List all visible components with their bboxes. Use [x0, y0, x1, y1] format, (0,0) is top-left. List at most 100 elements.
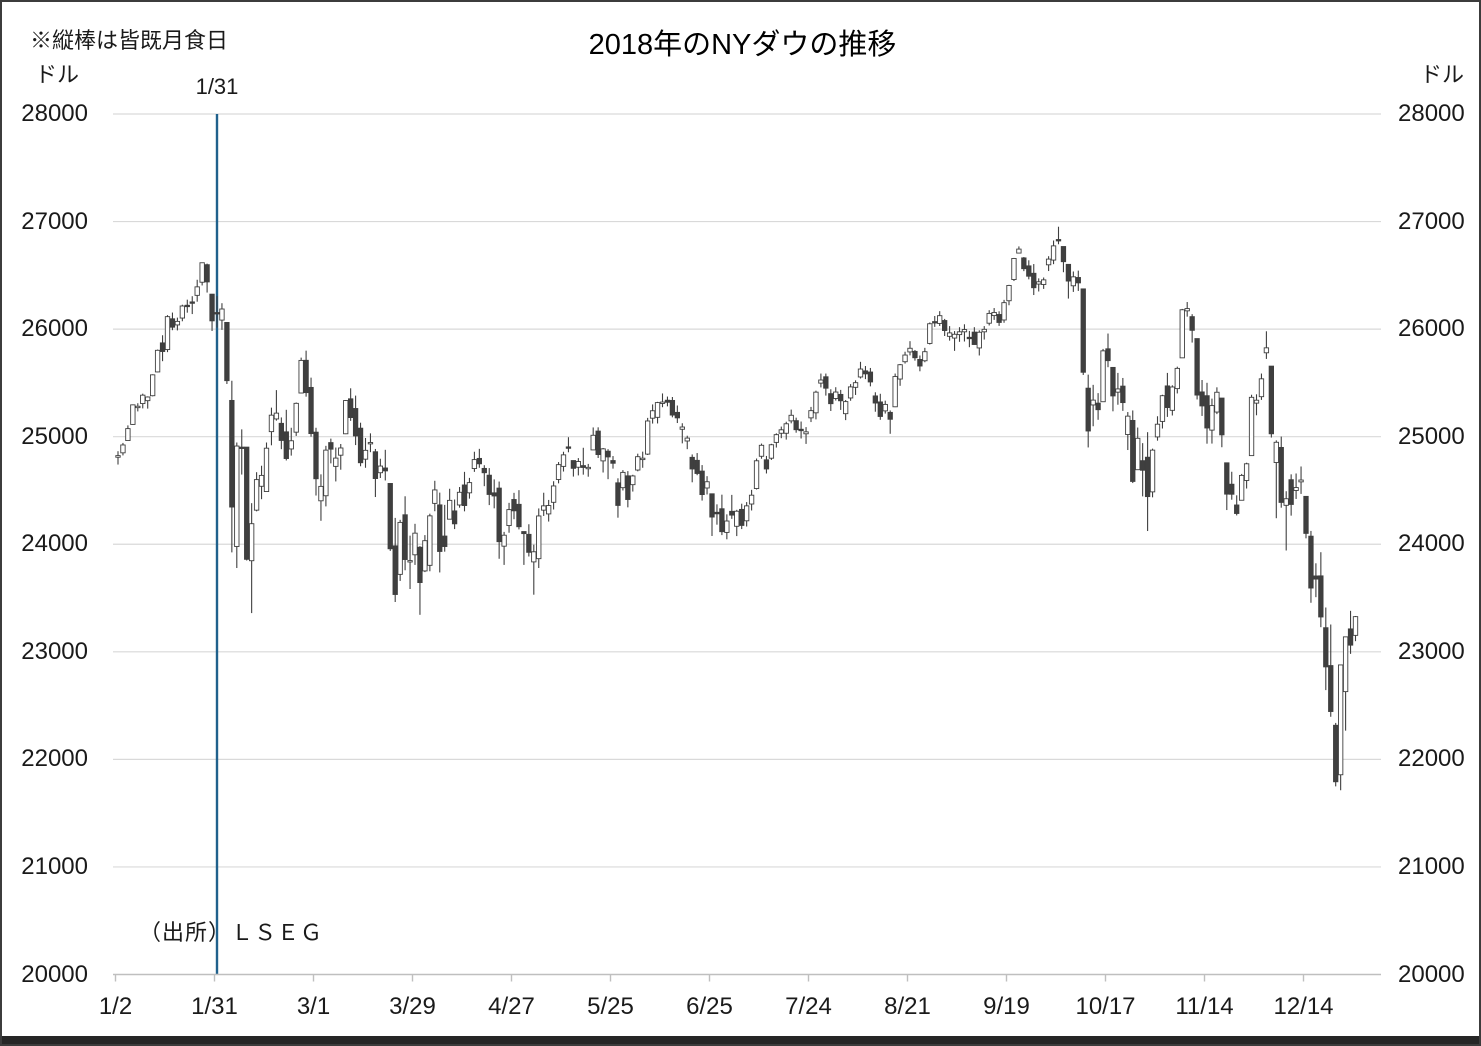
candle: [872, 392, 879, 412]
candle: [1243, 462, 1250, 489]
candle: [986, 310, 992, 326]
candle: [1040, 277, 1047, 289]
candle: [372, 448, 379, 498]
x-tick-label: 7/24: [785, 993, 832, 1020]
candle: [1214, 387, 1220, 415]
candle: [481, 465, 487, 487]
candle: [1328, 624, 1334, 717]
candle: [575, 458, 582, 476]
candle: [258, 465, 265, 500]
candle: [739, 503, 745, 530]
candle: [268, 407, 275, 446]
candle: [768, 443, 775, 460]
candle: [1209, 398, 1215, 444]
candle: [273, 390, 280, 421]
candle: [1288, 474, 1294, 516]
candle: [1189, 314, 1195, 343]
candle: [466, 477, 473, 499]
candle: [625, 471, 631, 508]
candle: [140, 393, 146, 409]
x-tick-label: 9/19: [983, 993, 1030, 1020]
candle: [209, 293, 215, 331]
candle: [1303, 495, 1309, 539]
candle: [234, 442, 240, 569]
x-tick-label: 1/2: [98, 993, 133, 1020]
candle: [199, 262, 205, 286]
candle: [461, 471, 468, 512]
candle: [1313, 563, 1319, 598]
candle: [1144, 432, 1151, 532]
candle: [828, 389, 834, 411]
y-tick-label-left: 28000: [21, 100, 88, 127]
candle: [293, 402, 299, 436]
candle: [541, 492, 547, 516]
candle: [674, 405, 681, 424]
candle: [793, 417, 799, 433]
candle: [179, 304, 185, 322]
candle: [1055, 226, 1062, 245]
candle: [996, 311, 1002, 326]
x-tick-label: 10/17: [1075, 993, 1136, 1020]
candle: [570, 460, 577, 477]
candle: [956, 327, 963, 342]
candle: [159, 335, 166, 362]
unit-label-left: ドル: [35, 62, 80, 87]
candle: [976, 330, 982, 356]
candle: [224, 322, 230, 384]
candle: [1258, 373, 1265, 400]
candle: [892, 373, 898, 408]
candle: [1045, 256, 1052, 272]
candle: [486, 468, 492, 506]
candle: [585, 463, 591, 477]
candle: [877, 393, 883, 420]
candle: [758, 443, 765, 459]
candle: [1115, 372, 1121, 405]
candle: [1224, 462, 1230, 511]
y-tick-label-right: 25000: [1398, 422, 1465, 450]
candle: [244, 446, 250, 561]
x-tick-label: 11/14: [1175, 993, 1234, 1020]
candle: [1120, 377, 1126, 411]
candle: [516, 490, 522, 530]
candle: [1308, 530, 1314, 603]
candle: [847, 384, 854, 401]
candle: [664, 396, 671, 407]
candle: [808, 406, 814, 423]
candle: [1283, 491, 1289, 551]
candle: [1021, 257, 1027, 272]
candle: [1174, 366, 1180, 394]
candle: [1253, 394, 1260, 416]
candle: [649, 404, 656, 424]
candle: [803, 427, 809, 444]
candle: [130, 404, 136, 425]
y-tick-label-left: 23000: [21, 637, 88, 665]
candle: [1234, 495, 1240, 516]
candle: [471, 451, 478, 472]
x-tick-label: 6/25: [686, 993, 733, 1020]
candle: [367, 433, 374, 453]
candle: [818, 373, 824, 388]
candle: [1050, 240, 1057, 265]
candle: [352, 395, 359, 446]
candle: [1298, 466, 1304, 494]
candle: [392, 517, 398, 603]
candle: [1352, 615, 1359, 642]
candle: [838, 389, 844, 410]
candle: [897, 363, 903, 386]
candle: [946, 326, 953, 341]
chart-title: 2018年のNYダウの推移: [588, 29, 897, 61]
candle: [689, 454, 695, 483]
candle: [1268, 365, 1275, 438]
candle: [1110, 366, 1116, 412]
candle: [605, 449, 611, 480]
candle: [1293, 473, 1299, 499]
y-tick-label-left: 26000: [21, 315, 88, 343]
candle: [491, 479, 497, 509]
candle: [907, 341, 913, 356]
candle: [1006, 284, 1012, 306]
candle: [783, 421, 789, 440]
candle: [402, 496, 408, 571]
candle: [1080, 288, 1086, 375]
candle: [1090, 384, 1096, 427]
x-tick-label: 5/25: [587, 993, 634, 1020]
